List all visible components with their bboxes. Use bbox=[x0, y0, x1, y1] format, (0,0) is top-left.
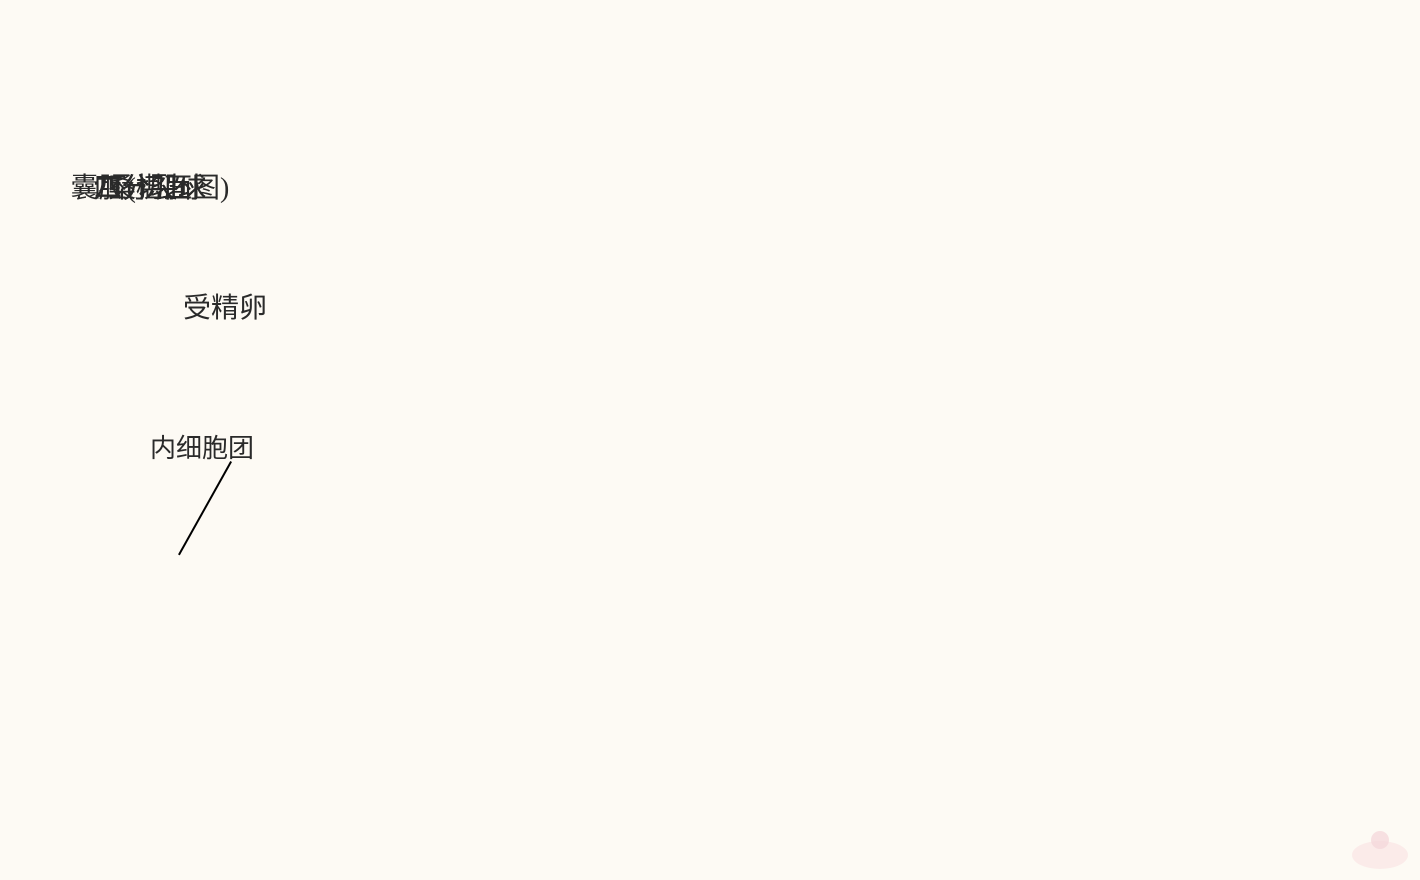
icm-callout-label: 内细胞团 bbox=[150, 428, 254, 465]
blastocyst-cell bbox=[0, 0, 300, 150]
blastocyst-label: 囊胚(切面图) bbox=[71, 166, 230, 206]
zygote-label: 受精卵 bbox=[183, 286, 267, 326]
watermark-icon bbox=[1350, 820, 1410, 870]
stage-blastocyst: 囊胚(切面图) bbox=[0, 0, 300, 206]
icm-callout-line bbox=[179, 461, 232, 555]
